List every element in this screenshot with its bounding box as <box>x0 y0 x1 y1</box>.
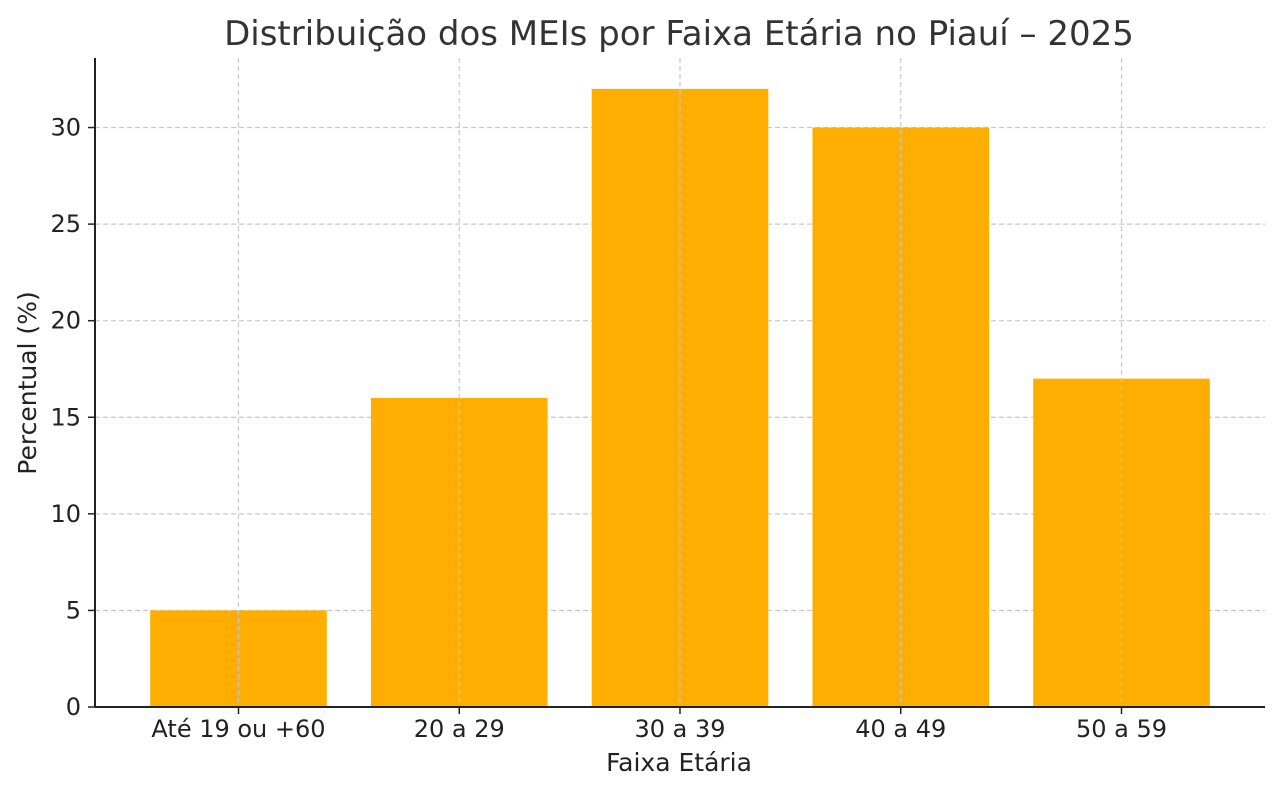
axes <box>88 58 1265 714</box>
x-tick-label: 40 a 49 <box>855 715 946 743</box>
x-axis-title: Faixa Etária <box>606 748 752 777</box>
chart-title: Distribuição dos MEIs por Faixa Etária n… <box>224 14 1134 54</box>
y-tick-label: 10 <box>50 500 81 528</box>
y-tick-label: 30 <box>50 114 81 142</box>
y-tick-label: 5 <box>66 596 81 624</box>
y-axis-title: Percentual (%) <box>13 291 42 474</box>
x-tick-label: 20 a 29 <box>414 715 505 743</box>
x-tick-label: 30 a 39 <box>634 715 725 743</box>
y-tick-label: 0 <box>66 693 81 721</box>
x-tick-label: 50 a 59 <box>1076 715 1167 743</box>
x-tick-label: Até 19 ou +60 <box>151 715 325 743</box>
bar-2 <box>370 397 548 707</box>
tick-labels: 0 5 10 15 20 25 30 Até 19 ou +60 20 a 29 30 a 39 4… <box>50 114 1167 743</box>
y-tick-label: 20 <box>50 307 81 335</box>
y-tick-label: 15 <box>50 403 81 431</box>
y-tick-label: 25 <box>50 210 81 238</box>
